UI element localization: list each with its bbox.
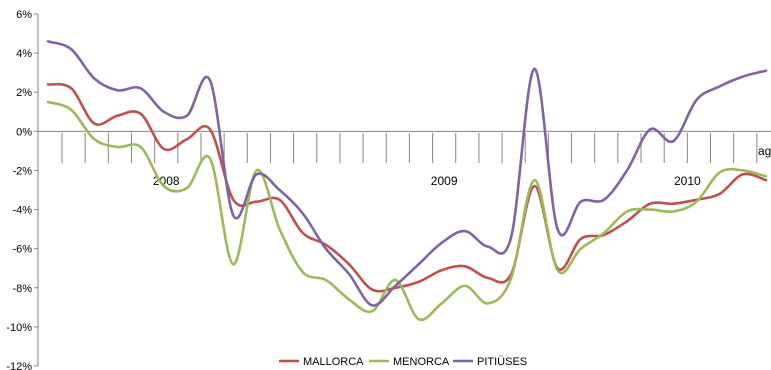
legend-label: MENORCA: [393, 356, 450, 368]
y-tick-label: 2%: [16, 87, 32, 99]
series-line-mallorca: [46, 82, 768, 293]
legend-label: PITIÜSES: [477, 356, 527, 368]
y-tick-label: -2%: [12, 165, 32, 177]
x-year-label: 2009: [431, 174, 458, 188]
legend: MALLORCA MENORCA PITIÜSES: [279, 356, 527, 368]
series-line-piti-ses: [46, 40, 768, 307]
y-axis: 6% 4% 2% 0% -2% -4% -6% -8% -10% -12%: [6, 9, 39, 370]
y-tick-label: 0%: [16, 126, 32, 138]
y-tick-label: -12%: [6, 361, 32, 370]
x-year-label: 2010: [674, 174, 701, 188]
series-line-menorca: [46, 100, 768, 322]
legend-label: MALLORCA: [303, 356, 364, 368]
y-tick-label: 6%: [16, 9, 32, 21]
series-lines: [46, 40, 768, 322]
x-axis-trailing-label: ag: [758, 144, 771, 158]
y-tick-label: -4%: [12, 205, 32, 217]
y-tick-label: 4%: [16, 48, 32, 60]
y-tick-label: -6%: [12, 244, 32, 256]
y-tick-label: -10%: [6, 322, 32, 334]
x-year-label: 2008: [153, 174, 180, 188]
y-tick-label: -8%: [12, 283, 32, 295]
